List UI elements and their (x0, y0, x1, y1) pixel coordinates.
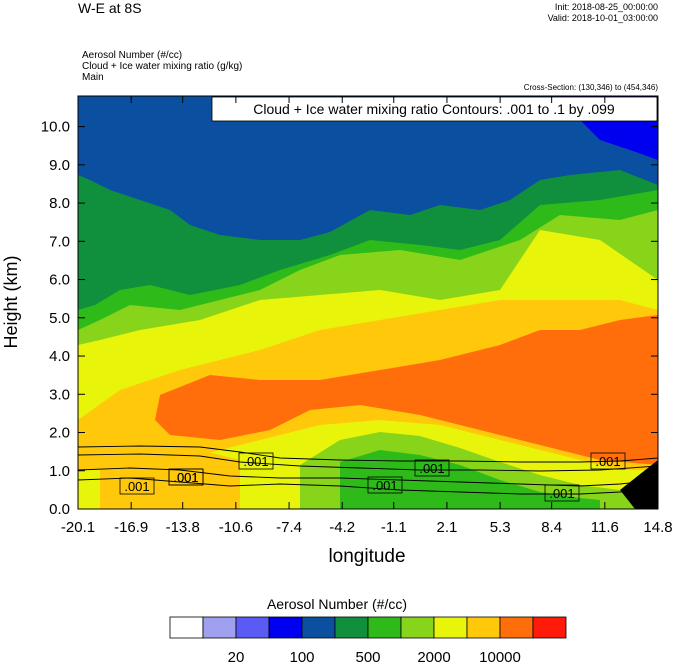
contour-label-box (168, 468, 204, 486)
colorbar-swatch (202, 616, 237, 639)
valid-time: Valid: 2018-10-01_03:00:00 (547, 13, 658, 23)
heatmap-field (78, 96, 658, 509)
colorbar-swatch (433, 616, 468, 639)
contour-info-box (211, 96, 658, 122)
y-tick-label: 6.0 (49, 272, 70, 289)
colorbar-tick-label: 100 (289, 649, 314, 666)
contour-lines (77, 445, 659, 495)
x-tick-label: -4.2 (329, 519, 355, 536)
field-line-cloud: Cloud + Ice water mixing ratio (g/kg) (82, 61, 243, 72)
colorbar-tick-label: 500 (355, 649, 380, 666)
contour-labels: .001.001.001.001.001.001.001.001 (119, 452, 626, 502)
contour-label-box (238, 452, 274, 470)
contour-label: .001 (173, 470, 198, 485)
contour-label-box (590, 452, 626, 470)
contour-label: .001 (419, 461, 444, 476)
colorbar: 20 100 500 2000 10000 (169, 616, 567, 666)
colorbar-swatch (532, 616, 567, 639)
field-line-aerosol: Aerosol Number (#/cc) (82, 50, 183, 61)
init-time: Init: 2018-08-25_00:00:00 (554, 2, 658, 12)
x-tick-label: 2.1 (437, 519, 458, 536)
colorbar-tick-label: 10000 (479, 649, 521, 666)
contour-label: .001 (549, 486, 574, 501)
init-valid-times: Init: 2018-08-25_00:00:00 Valid: 2018-10… (548, 2, 658, 24)
field-line-main: Main (82, 72, 104, 83)
y-tick-label: 9.0 (49, 157, 70, 174)
x-tick-label: -13.8 (166, 519, 200, 536)
contour-label: .001 (173, 470, 198, 485)
y-tick-label: 10.0 (41, 119, 70, 136)
x-tick-label: 8.4 (541, 519, 562, 536)
y-tick-label: 0.0 (49, 501, 70, 518)
colorbar-swatch (466, 616, 501, 639)
y-tick-label: 2.0 (49, 425, 70, 442)
x-axis-label: longitude (328, 546, 405, 567)
y-tick-label: 7.0 (49, 233, 70, 250)
colorbar-swatch (235, 616, 270, 639)
colorbar-swatch (400, 616, 435, 639)
x-tick-label: 11.6 (591, 519, 619, 536)
colorbar-tick-label: 2000 (417, 649, 450, 666)
y-tick-label: 4.0 (49, 348, 70, 365)
y-tick-label: 5.0 (49, 310, 70, 327)
colorbar-title: Aerosol Number (#/cc) (266, 596, 408, 612)
x-tick-label: -10.6 (219, 519, 253, 536)
colorbar-swatch (301, 616, 336, 639)
contour-label-box (119, 477, 155, 495)
y-tick-label: 1.0 (49, 463, 70, 480)
field-info: Aerosol Number (#/cc) Cloud + Ice water … (82, 50, 242, 83)
y-axis-label: Height (km) (1, 255, 21, 348)
x-tick-label: -1.1 (381, 519, 407, 536)
contour-label: .001 (124, 479, 149, 494)
y-axis: 0.0 1.0 2.0 3.0 4.0 5.0 6.0 7.0 8.0 9.0 10.0 (41, 119, 658, 518)
contour-label-box (414, 459, 450, 477)
contour-label: .001 (243, 454, 268, 469)
x-axis: -20.1 -16.9 -13.8 -10.6 -7.4 -4.2 -1.1 2.1 5.3 8.… (61, 96, 673, 536)
contour-label: .001 (595, 454, 620, 469)
x-tick-label: -16.9 (114, 519, 148, 536)
colorbar-swatch (499, 616, 534, 639)
colorbar-swatch (268, 616, 303, 639)
plot-frame (77, 95, 659, 510)
colorbar-swatch (334, 616, 369, 639)
contour-label-box (367, 476, 403, 494)
y-tick-label: 3.0 (49, 386, 70, 403)
x-tick-label: -7.4 (276, 519, 302, 536)
colorbar-tick-label: 20 (228, 649, 245, 666)
colorbar-swatch (367, 616, 402, 639)
contour-label-box (544, 484, 580, 502)
x-tick-label: 5.3 (490, 519, 511, 536)
x-tick-label: 14.8 (643, 519, 672, 536)
contour-info-text: Cloud + Ice water mixing ratio Contours:… (253, 101, 615, 117)
y-tick-label: 8.0 (49, 195, 70, 212)
plot-title: W-E at 8S (78, 0, 142, 16)
x-tick-label: -20.1 (61, 519, 95, 536)
cross-section-label: Cross-Section: (130,346) to (454,346) (523, 83, 658, 92)
colorbar-swatch (169, 616, 204, 639)
contour-label: .001 (372, 478, 397, 493)
